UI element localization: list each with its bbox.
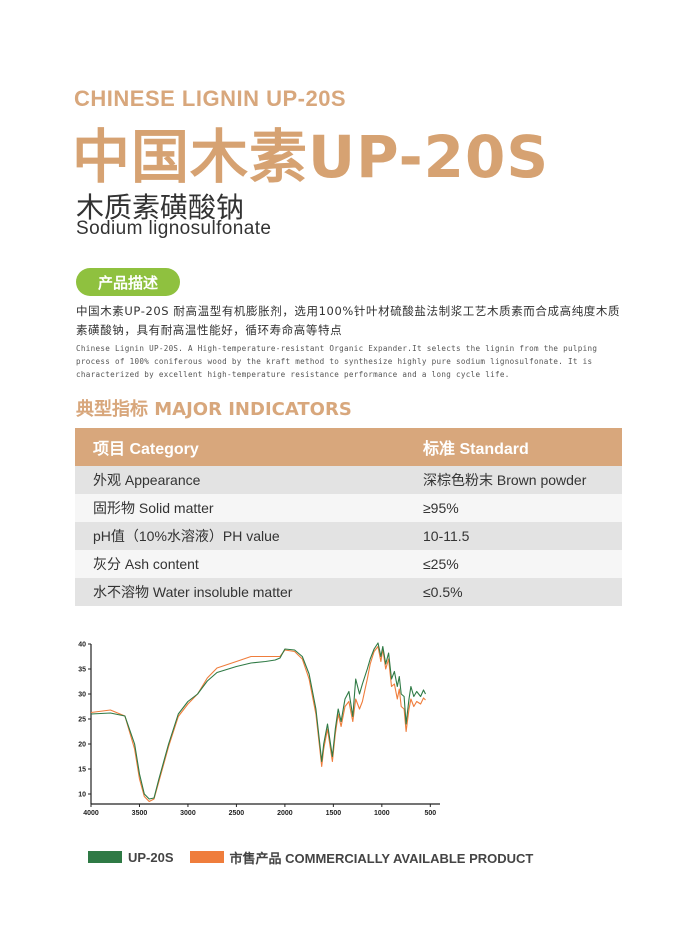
y-tick-label: 10 [78,792,86,799]
row-standard: ≥95% [403,494,622,522]
header-category: 项目 Category [75,428,403,466]
y-tick-label: 15 [78,767,86,774]
table-header-row: 项目 Category 标准 Standard [75,428,622,466]
description-english: Chinese Lignin UP-20S. A High-temperatur… [76,342,622,381]
row-standard: 深棕色粉末 Brown powder [403,466,622,494]
row-category: 外观 Appearance [75,466,403,494]
row-standard: ≤25% [403,550,622,578]
chart-legend: UP-20S 市售产品 COMMERCIALLY AVAILABLE PRODU… [88,848,533,866]
ir-spectrum-chart: 10 15 20 25 30 35 40 4000 3500 3000 2500 2000 1500 10… [60,636,460,826]
chinese-title: 中国木素UP-20S [72,110,549,194]
legend-label-commercial: 市售产品 COMMERCIALLY AVAILABLE PRODUCT [230,848,534,867]
table-row: pH值（10%水溶液）PH value 10-11.5 [75,522,622,550]
legend-swatch-commercial [190,851,224,863]
series-line-up20s [91,643,426,799]
table-row: 灰分 Ash content ≤25% [75,550,622,578]
legend-swatch-up20s [88,851,122,863]
english-title: CHINESE LIGNIN UP-20S [74,86,346,112]
indicators-table: 项目 Category 标准 Standard 外观 Appearance 深棕… [75,428,622,606]
y-tick-label: 30 [78,692,86,699]
x-tick-label: 4000 [83,810,99,817]
legend-label-up20s: UP-20S [128,850,174,865]
x-tick-label: 1500 [326,810,342,817]
indicators-title: 典型指标 MAJOR INDICATORS [76,395,352,421]
row-standard: 10-11.5 [403,522,622,550]
x-tick-label: 2000 [277,810,293,817]
row-category: 固形物 Solid matter [75,494,403,522]
x-tick-label: 500 [424,810,436,817]
x-tick-label: 1000 [374,810,390,817]
row-category: 水不溶物 Water insoluble matter [75,578,403,606]
x-tick-label: 3500 [132,810,148,817]
description-chinese: 中国木素UP-20S 耐高温型有机膨胀剂，选用100%针叶材硫酸盐法制浆工艺木质… [76,302,622,340]
table-row: 外观 Appearance 深棕色粉末 Brown powder [75,466,622,494]
x-tick-label: 3000 [180,810,196,817]
row-category: 灰分 Ash content [75,550,403,578]
header-standard: 标准 Standard [403,428,622,466]
y-tick-label: 40 [78,642,86,649]
description-badge: 产品描述 [76,268,180,296]
row-standard: ≤0.5% [403,578,622,606]
table-row: 固形物 Solid matter ≥95% [75,494,622,522]
table-row: 水不溶物 Water insoluble matter ≤0.5% [75,578,622,606]
subtitle-english: Sodium lignosulfonate [76,218,271,240]
row-category: pH值（10%水溶液）PH value [75,522,403,550]
x-tick-label: 2500 [229,810,245,817]
y-tick-label: 35 [78,667,86,674]
y-tick-label: 25 [78,717,86,724]
y-tick-label: 20 [78,742,86,749]
series-line-commercial [91,647,426,802]
